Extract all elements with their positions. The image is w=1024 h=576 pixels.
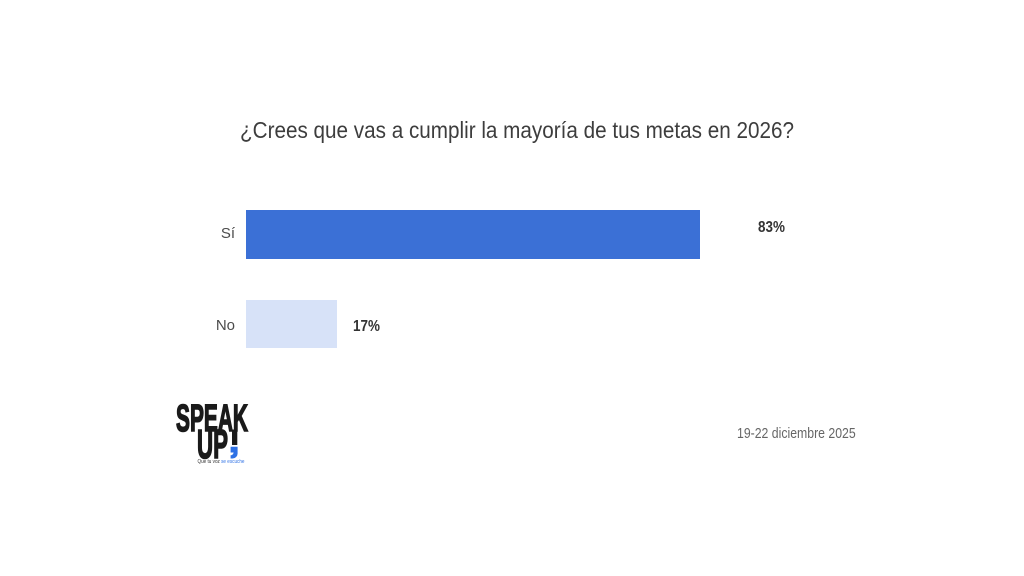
svg-text:SPEAK: SPEAK <box>176 400 248 440</box>
svg-text:Que tu voz se escuche: Que tu voz se escuche <box>198 459 245 465</box>
svg-text:UP: UP <box>197 421 228 467</box>
